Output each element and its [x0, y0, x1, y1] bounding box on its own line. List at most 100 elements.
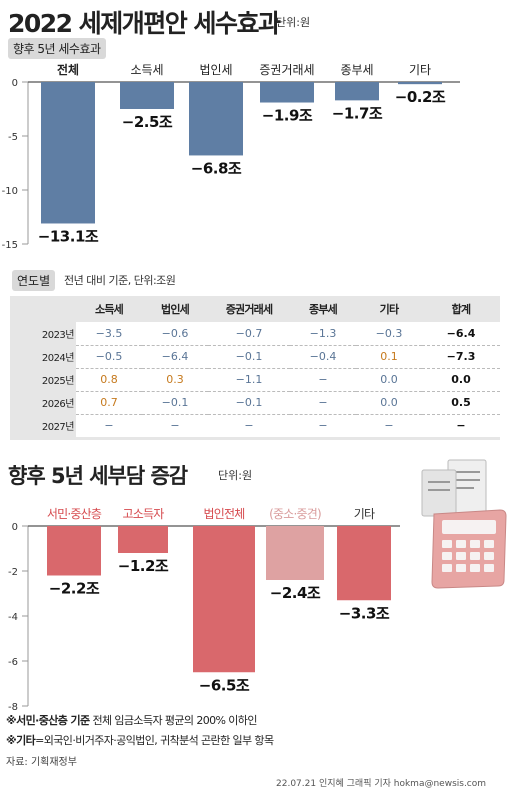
footnote-middle-class: ※서민·중산층 기준 전체 임금소득자 평균의 200% 이하인 [6, 712, 257, 728]
bar [266, 526, 324, 580]
year-cell: 2025년 [10, 368, 76, 391]
table-cell: −0.4 [290, 344, 356, 368]
bar [260, 82, 314, 103]
y-tick-label: -8 [8, 702, 18, 710]
category-label: (중소·중견) [269, 507, 321, 521]
yearly-table: 소득세 법인세 증권거래세 종부세 기타 합계 2023년 −3.5 −0.6 −0.… [10, 296, 500, 440]
category-label: 법인전체 [204, 507, 245, 521]
category-label: 증권거래세 [259, 63, 314, 77]
credit-line: 22.07.21 인지혜 그래픽 기자 hokma@newsis.com [276, 779, 487, 789]
category-label: 고소득자 [123, 507, 165, 521]
category-label: 종부세 [340, 63, 373, 77]
table-row: 2027년 − − − − − − [10, 413, 500, 437]
table-cell: − [142, 413, 208, 437]
value-label: −1.9조 [262, 107, 313, 125]
table-cell: −0.3 [356, 322, 422, 345]
table-cell: −0.7 [208, 322, 290, 345]
bar [193, 526, 255, 673]
col-header: 기타 [356, 296, 422, 322]
y-tick-label: 0 [12, 522, 18, 533]
col-header: 증권거래세 [208, 296, 290, 322]
table-row: 2023년 −3.5 −0.6 −0.7 −1.3 −0.3 −6.4 [10, 322, 500, 345]
table-cell: 0.8 [76, 367, 142, 391]
col-header: 종부세 [290, 296, 356, 322]
year-cell: 2023년 [10, 322, 76, 345]
col-header: 소득세 [76, 296, 142, 322]
bar [47, 526, 101, 576]
table-cell: −0.1 [208, 390, 290, 414]
table-cell: −0.5 [76, 344, 142, 368]
title-unit: 단위:원 [276, 16, 311, 29]
table-cell: − [356, 413, 422, 437]
col-header: 법인세 [142, 296, 208, 322]
table-cell: 0.3 [142, 367, 208, 391]
table-cell: −6.4 [422, 322, 500, 345]
y-tick-label: -6 [8, 657, 18, 668]
value-label: −2.2조 [49, 580, 100, 598]
year-cell: 2027년 [10, 414, 76, 437]
table-cell: 0.1 [356, 344, 422, 368]
y-tick-label: -2 [8, 567, 18, 578]
value-label: −1.2조 [118, 557, 169, 575]
col-header: 합계 [422, 296, 500, 322]
category-label: 전체 [57, 62, 79, 77]
value-label: −13.1조 [38, 227, 99, 245]
value-label: −2.4조 [270, 584, 321, 602]
y-tick-label: -15 [2, 240, 18, 251]
bar [120, 82, 174, 109]
by-year-label: 연도별 [12, 270, 56, 291]
table-cell: −6.4 [142, 344, 208, 368]
category-label: 소득세 [130, 63, 163, 77]
year-cell: 2024년 [10, 345, 76, 368]
value-label: −2.5조 [122, 113, 173, 131]
table-cell: 0.7 [76, 390, 142, 414]
table-cell: 0.0 [356, 367, 422, 391]
calculator-receipt-icon [421, 459, 507, 589]
note1-text: 전체 임금소득자 평균의 200% 이하인 [89, 714, 257, 727]
y-tick-label: -10 [2, 186, 18, 197]
note1-bold: ※서민·중산층 기준 [6, 714, 90, 727]
table-cell: − [422, 413, 500, 437]
table-note: 전년 대비 기준, 단위:조원 [64, 274, 176, 287]
category-label: 법인세 [199, 63, 232, 77]
table-corner [10, 296, 76, 322]
table-cell: −7.3 [422, 344, 500, 368]
table-cell: −0.1 [142, 390, 208, 414]
table-row: 2026년 0.7 −0.1 −0.1−0.0 0.5 [10, 390, 500, 414]
table-cell: −3.5 [76, 322, 142, 345]
year-cell: 2026년 [10, 391, 76, 414]
value-label: −6.5조 [199, 676, 250, 694]
page-title: 2022 세제개편안 세수효과 [8, 9, 281, 38]
table-cell: − [290, 367, 356, 391]
table-cell: − [290, 413, 356, 437]
note2-bold: ※기타 [6, 734, 36, 747]
bar [335, 82, 379, 101]
table-cell: − [290, 390, 356, 414]
table-cell: −0.1 [208, 344, 290, 368]
footnote-other: ※기타=외국인·비거주자·공익법인, 귀착분석 곤란한 일부 항목 [6, 732, 274, 748]
value-label: −0.2조 [395, 88, 446, 106]
bar [189, 82, 243, 156]
table-row: 2025년 0.8 0.3 −1.1−0.0 0.0 [10, 367, 500, 391]
table-cell: −0.6 [142, 322, 208, 345]
source-note: 자료: 기획재정부 [6, 757, 77, 768]
category-label: 서민·중산층 [47, 507, 102, 521]
category-label: 기타 [354, 507, 375, 521]
y-tick-label: 0 [12, 78, 18, 89]
bar [337, 526, 391, 601]
bar [41, 82, 95, 224]
value-label: −6.8조 [191, 159, 242, 177]
y-tick-label: -4 [8, 612, 18, 623]
table-cell: 0.0 [422, 367, 500, 391]
table-cell: 0.5 [422, 390, 500, 414]
value-label: −3.3조 [339, 604, 390, 622]
chart2-title: 향후 5년 세부담 증감 [8, 464, 188, 488]
category-label: 기타 [409, 63, 431, 77]
tax-revenue-effect-chart: 0 -5 -10 -15 전체 −13.1조 소득세 −2.5조 법인세 −6.8조 증권거래세 −1… [2, 62, 460, 251]
table-cell: − [76, 413, 142, 437]
note2-text: =외국인·비거주자·공익법인, 귀착분석 곤란한 일부 항목 [35, 734, 274, 747]
table-cell: 0.0 [356, 390, 422, 414]
tax-burden-chart: 0 -2 -4 -6 -8 서민·중산층 −2.2조 고소득자 −1.2조 법인전체 −6.5조 (중… [8, 507, 400, 710]
value-label: −1.7조 [332, 104, 383, 122]
table-cell: −1.1 [208, 367, 290, 391]
